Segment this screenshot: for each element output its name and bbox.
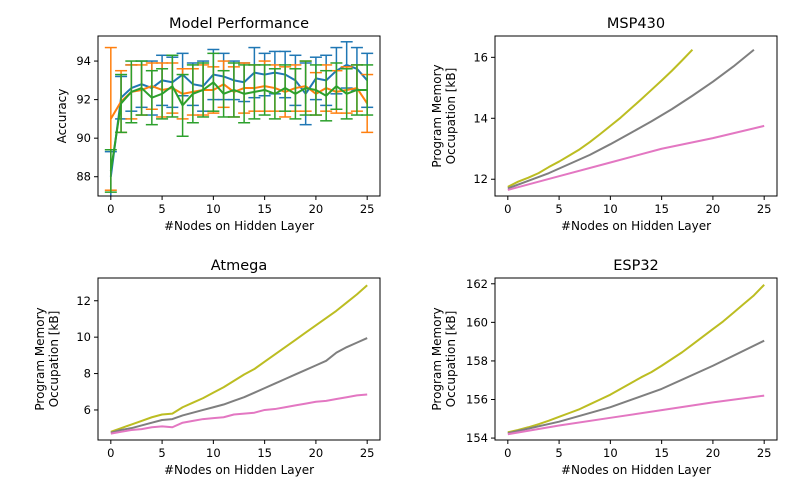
chart-panel-1: 0 5 10 15 20 25 88 90 92 94 Model Performance #Node… xyxy=(55,16,381,233)
series-line xyxy=(110,393,368,435)
y-tick-label: 12 xyxy=(76,294,91,308)
series-3 xyxy=(104,52,374,193)
x-axis-label: #Nodes on Hidden Layer xyxy=(164,463,314,477)
x-tick-label: 0 xyxy=(504,202,511,216)
series-line xyxy=(507,339,765,435)
plot-area xyxy=(507,48,765,191)
y-tick-label: 8 xyxy=(84,367,91,381)
y-axis-label: Occupation [kB] xyxy=(444,311,458,408)
x-axis-label: #Nodes on Hidden Layer xyxy=(164,219,314,233)
axes-frame xyxy=(97,35,381,197)
x-tick-label: 20 xyxy=(706,446,721,460)
y-axis-label: Occupation [kB] xyxy=(47,311,61,408)
x-tick-label: 10 xyxy=(603,446,618,460)
x-tick-label: 25 xyxy=(757,202,772,216)
y-tick-label: 154 xyxy=(466,431,488,445)
series-1 xyxy=(104,41,374,196)
x-tick-label: 0 xyxy=(504,446,511,460)
plot-area xyxy=(104,41,374,196)
y-tick-label: 6 xyxy=(84,403,91,417)
y-tick-label: 160 xyxy=(466,315,488,329)
chart-panel-3: 0 5 10 15 20 25 6 8 10 12 Atmega #Nodes on Hidden L… xyxy=(33,258,381,477)
x-tick-label: 15 xyxy=(654,446,669,460)
series-line xyxy=(507,394,765,436)
x-tick-label: 0 xyxy=(107,202,114,216)
series-2 xyxy=(507,48,755,190)
x-tick-label: 0 xyxy=(107,446,114,460)
y-tick-label: 12 xyxy=(473,172,488,186)
x-tick-label: 20 xyxy=(706,202,721,216)
series-2 xyxy=(104,46,374,191)
y-tick-label: 16 xyxy=(473,50,488,64)
x-tick-label: 25 xyxy=(360,446,375,460)
plot-area xyxy=(110,284,368,435)
x-axis-label: #Nodes on Hidden Layer xyxy=(561,219,711,233)
x-tick-label: 5 xyxy=(555,446,562,460)
series-line xyxy=(109,83,369,120)
axes-frame xyxy=(494,35,778,197)
y-tick-label: 90 xyxy=(76,131,91,145)
x-tick-label: 10 xyxy=(206,202,221,216)
chart-title: Atmega xyxy=(211,258,268,274)
series-2 xyxy=(507,339,765,435)
x-tick-label: 15 xyxy=(257,446,272,460)
series-line xyxy=(507,49,694,188)
series-1 xyxy=(507,284,765,434)
x-tick-label: 20 xyxy=(309,202,324,216)
series-3 xyxy=(507,124,765,191)
x-tick-label: 15 xyxy=(257,202,272,216)
series-1 xyxy=(110,284,368,433)
x-tick-label: 5 xyxy=(158,446,165,460)
y-tick-label: 10 xyxy=(76,330,91,344)
series-line xyxy=(110,284,368,433)
y-tick-label: 156 xyxy=(466,393,488,407)
x-tick-label: 10 xyxy=(206,446,221,460)
x-tick-label: 20 xyxy=(309,446,324,460)
axes-frame xyxy=(494,277,778,441)
y-tick-label: 92 xyxy=(76,93,91,107)
series-line xyxy=(507,48,755,190)
series-line xyxy=(110,337,368,434)
series-2 xyxy=(110,337,368,434)
x-tick-label: 25 xyxy=(360,202,375,216)
y-axis-label: Program Memory xyxy=(430,64,444,167)
series-line xyxy=(507,284,765,434)
series-1 xyxy=(507,49,694,188)
chart-title: MSP430 xyxy=(607,16,665,32)
x-tick-label: 10 xyxy=(603,202,618,216)
chart-panel-2: 0 5 10 15 20 25 12 14 16 MSP430 #Nodes on Hidden L… xyxy=(430,16,778,233)
axes-frame xyxy=(97,277,381,441)
y-tick-label: 14 xyxy=(473,111,488,125)
y-axis-label: Occupation [kB] xyxy=(444,68,458,165)
y-tick-label: 88 xyxy=(76,170,91,184)
series-line xyxy=(109,81,368,172)
y-axis-label: Accuracy xyxy=(55,89,69,144)
y-tick-label: 162 xyxy=(466,277,488,291)
y-axis-label: Program Memory xyxy=(430,307,444,410)
x-tick-label: 15 xyxy=(654,202,669,216)
y-tick-label: 94 xyxy=(76,54,91,68)
plot-area xyxy=(507,284,765,436)
x-axis-label: #Nodes on Hidden Layer xyxy=(561,463,711,477)
series-3 xyxy=(110,393,368,435)
x-tick-label: 5 xyxy=(555,202,562,216)
y-tick-label: 158 xyxy=(466,354,488,368)
series-3 xyxy=(507,394,765,436)
y-axis-label: Program Memory xyxy=(33,307,47,410)
chart-title: ESP32 xyxy=(613,258,659,274)
x-tick-label: 25 xyxy=(757,446,772,460)
series-line xyxy=(507,124,765,191)
chart-title: Model Performance xyxy=(169,16,309,32)
chart-panel-4: 0 5 10 15 20 25 154 156 158 160 162 ESP32 #Nodes on … xyxy=(430,258,778,477)
x-tick-label: 5 xyxy=(158,202,165,216)
